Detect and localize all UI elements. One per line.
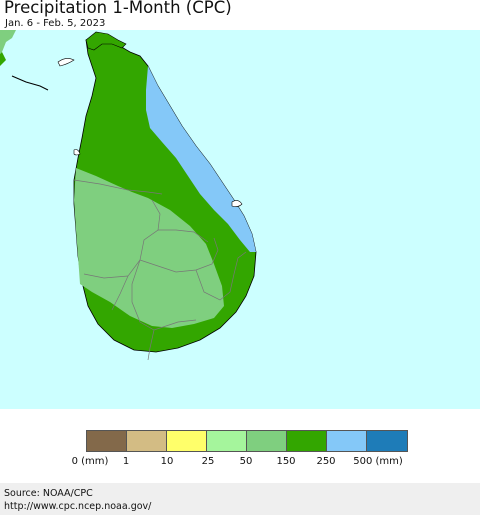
interior-light-green	[74, 168, 224, 328]
legend-swatch-150-250	[287, 431, 327, 451]
legend-label: 25	[201, 456, 215, 467]
east-coast-blue	[146, 66, 256, 252]
legend-swatch-0-1	[87, 431, 127, 451]
legend-label: 250	[316, 456, 336, 467]
legend-swatch-250-500	[327, 431, 367, 451]
source-url: http://www.cpc.ncep.noaa.gov/	[4, 501, 152, 512]
legend-label: 500 (mm)	[353, 456, 403, 467]
legend-label: 50	[239, 456, 253, 467]
legend-swatch-500-plus	[367, 431, 407, 451]
legend-swatch-1-10	[127, 431, 167, 451]
legend-labels: 0 (mm) 1 10 25 50 150 250 500 (mm)	[0, 456, 480, 470]
india-coast-green	[0, 52, 6, 66]
footer: Source: NOAA/CPC http://www.cpc.ncep.noa…	[0, 483, 480, 515]
india-coast	[0, 30, 16, 54]
legend-swatch-50-150	[247, 431, 287, 451]
legend-label: 0 (mm)	[71, 456, 109, 467]
source-text: Source: NOAA/CPC	[4, 488, 93, 499]
map-title: Precipitation 1-Month (CPC)	[4, 0, 232, 17]
legend-label: 150	[276, 456, 296, 467]
jaffna-peninsula	[85, 31, 127, 51]
legend-swatch-10-25	[167, 431, 207, 451]
mannar-island	[57, 58, 75, 67]
legend-swatch-25-50	[207, 431, 247, 451]
legend-label: 1	[122, 456, 130, 467]
adams-bridge	[11, 75, 49, 91]
coastal-islets	[73, 149, 243, 207]
legend-label: 10	[160, 456, 174, 467]
precipitation-map	[0, 30, 480, 409]
province-boundaries	[73, 179, 247, 361]
legend-bar	[86, 430, 408, 452]
map-subtitle: Jan. 6 - Feb. 5, 2023	[5, 18, 106, 29]
